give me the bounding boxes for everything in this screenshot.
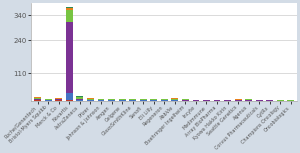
Bar xyxy=(56,98,62,99)
Bar xyxy=(108,99,115,100)
Bar xyxy=(129,100,136,101)
Bar xyxy=(56,100,62,101)
Bar xyxy=(108,100,115,101)
Bar xyxy=(182,99,189,100)
Bar xyxy=(34,99,41,100)
Bar xyxy=(66,22,73,93)
Bar xyxy=(224,100,231,101)
Bar xyxy=(45,100,52,101)
Bar xyxy=(140,99,147,100)
Bar xyxy=(256,100,263,101)
Bar xyxy=(161,100,168,101)
Bar xyxy=(171,99,178,100)
Bar xyxy=(66,93,73,100)
Bar xyxy=(140,100,147,101)
Bar xyxy=(277,100,284,101)
Bar xyxy=(76,96,83,97)
Bar xyxy=(266,100,273,101)
Bar xyxy=(214,100,220,101)
Bar xyxy=(66,7,73,8)
Bar xyxy=(245,99,252,100)
Bar xyxy=(182,100,189,101)
Bar xyxy=(87,99,94,100)
Bar xyxy=(161,99,168,100)
Bar xyxy=(119,99,125,100)
Bar xyxy=(287,100,294,101)
Bar xyxy=(203,100,210,101)
Bar xyxy=(150,100,157,101)
Bar xyxy=(66,10,73,22)
Bar xyxy=(98,100,104,101)
Bar xyxy=(34,100,41,101)
Bar xyxy=(87,98,94,99)
Bar xyxy=(76,97,83,99)
Bar xyxy=(193,100,200,101)
Bar xyxy=(171,98,178,99)
Bar xyxy=(34,98,41,99)
Bar xyxy=(34,97,41,98)
Bar xyxy=(119,100,125,101)
Bar xyxy=(87,100,94,101)
Bar xyxy=(66,100,73,101)
Bar xyxy=(98,99,104,100)
Bar xyxy=(235,99,242,100)
Bar xyxy=(76,99,83,100)
Bar xyxy=(45,99,52,100)
Bar xyxy=(56,99,62,100)
Bar xyxy=(66,8,73,10)
Bar xyxy=(245,100,252,101)
Bar xyxy=(129,99,136,100)
Bar xyxy=(76,100,83,101)
Bar xyxy=(235,100,242,101)
Bar xyxy=(150,99,157,100)
Bar xyxy=(171,100,178,101)
